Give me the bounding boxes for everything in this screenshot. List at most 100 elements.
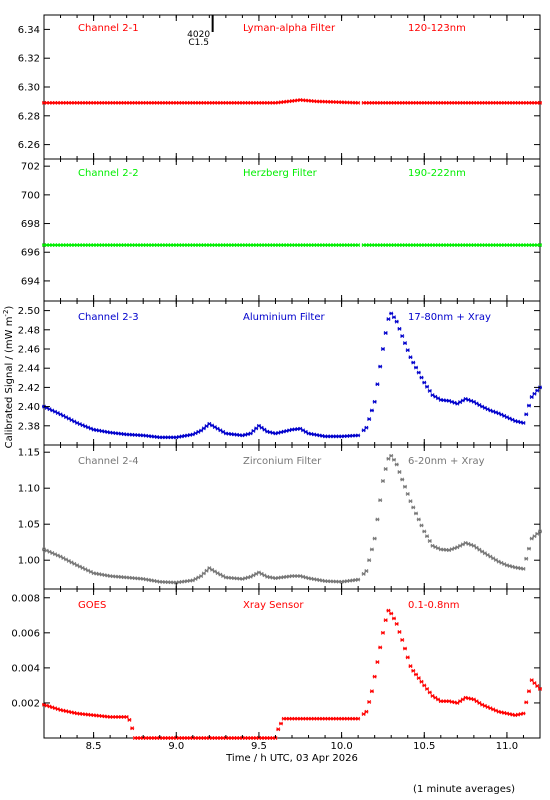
data-point [201,571,206,576]
filter-label: Xray Sensor [243,600,304,611]
y-axis-title-superscript: -2 [2,310,10,317]
data-point [402,484,407,489]
x-tick-label: 10.0 [330,741,352,752]
data-point [383,331,388,335]
y-tick-label: 700 [21,190,40,201]
band-label: 6-20nm + Xray [408,456,485,467]
data-point [369,689,374,694]
data-point [386,317,391,322]
data-point [414,365,418,370]
footnote: (1 minute averages) [413,784,515,795]
data-point [199,574,204,578]
y-tick-label: 6.30 [18,83,40,94]
data-point [427,690,432,695]
data-point [364,569,369,573]
data-point [400,638,405,642]
data-point [524,700,529,705]
y-tick-label: 1.10 [18,484,40,495]
data-point [414,511,418,516]
data-point [526,546,531,551]
series-points [42,243,542,248]
y-axis-ticks: 1.00 1.05 1.10 1.15 [18,448,540,567]
data-point [422,529,427,534]
filter-label: Herzberg Filter [243,168,318,179]
data-point [529,678,534,683]
data-point [124,715,129,719]
data-point [367,700,372,704]
y-tick-label: 2.40 [18,402,40,413]
data-point [416,517,421,522]
data-point [425,534,430,539]
channel-label: Channel 2-3 [78,312,139,323]
data-point [364,425,369,430]
x-tick-label: 9.0 [168,741,184,752]
data-point [419,523,424,528]
data-point [356,577,361,582]
data-point [419,375,424,380]
y-tick-label: 6.28 [18,111,40,122]
y-tick-label: 6.26 [18,140,40,151]
data-point [538,529,542,534]
series-points [42,453,542,585]
data-point [397,470,402,474]
data-point [367,417,372,422]
data-point [405,348,410,353]
data-point [521,566,526,571]
data-point [356,433,361,438]
data-point [529,395,534,399]
data-point [521,711,526,716]
x-axis-ticks [43,15,541,159]
data-point [402,341,407,346]
data-point [535,684,540,688]
data-point [389,611,394,616]
data-point [372,674,377,679]
band-label: 120-123nm [408,23,466,34]
data-point [405,492,410,496]
data-point [380,630,385,635]
panel-channel-2-2: 694 696 698 700 702 Channel 2-2 Herzberg Fil… [21,158,542,302]
y-tick-label: 1.00 [18,556,40,567]
data-point [356,100,361,105]
x-tick-label: 8.5 [86,741,102,752]
y-tick-label: 2.42 [18,383,40,394]
data-point [386,608,391,613]
filter-label: Lyman-alpha Filter [243,23,336,34]
data-point [400,334,405,338]
y-axis-title: Calibrated Signal / (mW m-2) [2,306,15,449]
data-point [538,100,542,105]
data-point [378,364,383,369]
y-tick-label: 0.004 [11,663,40,674]
data-point [474,545,479,550]
data-point [394,319,399,324]
y-tick-label: 2.50 [18,306,40,317]
data-point [378,645,383,650]
y-axis-title-main: Calibrated Signal / (mW m [4,317,15,449]
data-point [411,668,416,673]
data-point [416,676,421,681]
data-point [521,420,526,425]
data-point [367,558,372,563]
y-tick-label: 2.48 [18,325,40,336]
y-axis-ticks: 6.26 6.28 6.30 6.32 6.34 [18,25,540,151]
x-tick-label: 11.0 [496,741,518,752]
y-tick-label: 6.34 [18,25,40,36]
data-point [397,629,402,634]
y-tick-label: 2.38 [18,421,40,432]
data-point [526,689,531,694]
data-point [369,408,374,413]
data-point [256,423,261,428]
panel-channel-2-4: 1.00 1.05 1.10 1.15 Channel 2-4 Zirconium F… [18,444,542,590]
data-point [394,621,399,626]
y-axis-ticks: 2.38 2.40 2.42 2.44 2.46 2.48 2.50 [18,306,540,432]
y-tick-label: 698 [21,219,40,230]
data-point [427,388,432,393]
data-point [375,382,380,387]
data-point [372,399,377,404]
data-point [278,721,283,726]
y-axis-ticks: 0.002 0.004 0.006 0.008 [11,593,540,709]
data-point [422,683,427,688]
y-tick-label: 696 [21,248,40,259]
data-point [414,672,418,677]
data-point [259,425,264,430]
data-point [127,717,132,722]
